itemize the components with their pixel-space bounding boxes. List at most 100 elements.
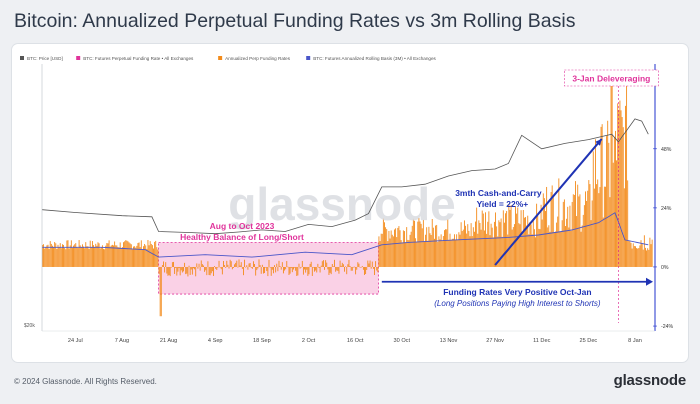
funding-bar xyxy=(478,220,480,267)
funding-bar xyxy=(555,231,556,267)
funding-bar xyxy=(309,263,311,267)
funding-bar xyxy=(505,213,506,267)
funding-bar xyxy=(208,266,210,276)
funding-bar xyxy=(196,263,198,267)
funding-bar xyxy=(427,240,429,267)
funding-bar xyxy=(436,224,438,267)
funding-bar xyxy=(201,264,203,267)
funding-bar xyxy=(50,243,52,267)
funding-bar xyxy=(195,266,197,277)
funding-bar xyxy=(234,264,236,267)
funding-bar xyxy=(483,230,485,267)
funding-bar xyxy=(239,265,241,267)
funding-bar xyxy=(573,194,575,267)
funding-bar xyxy=(330,266,332,275)
funding-bar xyxy=(447,219,449,267)
funding-bar xyxy=(216,266,218,270)
funding-bar xyxy=(472,227,474,267)
funding-bar xyxy=(366,266,368,270)
funding-bar xyxy=(401,242,403,267)
funding-bar xyxy=(98,243,100,267)
funding-bar xyxy=(186,266,188,274)
funding-bar xyxy=(345,266,347,267)
funding-bar xyxy=(347,264,349,267)
funding-bar xyxy=(164,266,166,273)
funding-bar xyxy=(422,219,424,267)
funding-bar xyxy=(412,218,414,267)
funding-bar xyxy=(64,248,66,267)
funding-bar xyxy=(149,241,151,267)
funding-bar xyxy=(311,266,313,276)
funding-bar xyxy=(70,240,72,267)
funding-bar xyxy=(598,193,600,267)
funding-bar xyxy=(547,227,549,267)
funding-bar xyxy=(513,224,515,267)
funding-bar xyxy=(521,231,523,267)
funding-bar xyxy=(285,266,287,270)
funding-bar xyxy=(168,266,170,276)
funding-bar xyxy=(275,266,277,273)
price-line xyxy=(41,118,649,235)
funding-bar xyxy=(460,222,462,267)
funding-bar xyxy=(229,259,231,267)
funding-bar xyxy=(650,244,652,267)
funding-bar xyxy=(295,266,297,271)
funding-bar xyxy=(248,263,250,267)
funding-bar xyxy=(379,241,381,267)
funding-bar xyxy=(80,247,82,267)
funding-bar xyxy=(602,217,604,267)
funding-bar xyxy=(645,247,646,267)
funding-bar xyxy=(287,266,289,268)
funding-bar xyxy=(562,201,564,267)
funding-bar xyxy=(215,266,217,269)
funding-arrow-head xyxy=(646,277,653,286)
funding-bar xyxy=(599,187,601,267)
funding-bar xyxy=(619,100,621,267)
funding-bar xyxy=(89,240,91,267)
funding-bar xyxy=(618,109,620,267)
funding-bar xyxy=(302,266,304,275)
funding-bar xyxy=(628,240,630,267)
funding-bar xyxy=(279,266,281,267)
funding-bar xyxy=(451,238,453,267)
watermark: glassnode xyxy=(228,178,456,230)
funding-bar xyxy=(506,211,508,267)
funding-bar xyxy=(596,184,598,267)
funding-bar xyxy=(289,266,291,274)
x-tick-label: 24 Jul xyxy=(68,338,83,344)
funding-bar xyxy=(385,227,387,267)
funding-bar xyxy=(420,223,422,267)
funding-bar xyxy=(238,259,240,267)
funding-bar xyxy=(336,266,338,271)
funding-bar xyxy=(358,263,360,267)
funding-bar xyxy=(272,266,274,274)
funding-bar xyxy=(605,186,606,267)
balance-label-2: Healthy Balance of Long/Short xyxy=(180,232,304,242)
funding-bar xyxy=(74,244,76,267)
funding-bar xyxy=(100,247,102,267)
funding-bar xyxy=(375,261,377,267)
funding-bar xyxy=(47,244,49,267)
funding-bar xyxy=(236,260,238,267)
funding-bar xyxy=(503,222,505,267)
funding-bar xyxy=(237,266,239,268)
funding-bar xyxy=(245,266,247,268)
funding-bar xyxy=(546,186,548,267)
funding-bar xyxy=(103,248,104,267)
funding-bar xyxy=(444,230,445,267)
funding-bar xyxy=(479,222,481,267)
funding-bar xyxy=(407,239,409,267)
funding-bar xyxy=(219,266,221,268)
funding-bar xyxy=(448,240,450,267)
funding-bar xyxy=(583,205,585,267)
funding-bars xyxy=(42,79,653,317)
funding-bar xyxy=(430,235,432,267)
funding-bar xyxy=(649,237,651,267)
funding-bar xyxy=(577,184,579,267)
funding-bar xyxy=(151,245,153,267)
legend: BTC: Price [USD] BTC: Futures Perpetual F… xyxy=(20,56,437,61)
funding-bar xyxy=(166,266,168,274)
funding-bar xyxy=(214,266,216,267)
funding-bar xyxy=(610,79,612,267)
funding-bar xyxy=(342,264,344,267)
